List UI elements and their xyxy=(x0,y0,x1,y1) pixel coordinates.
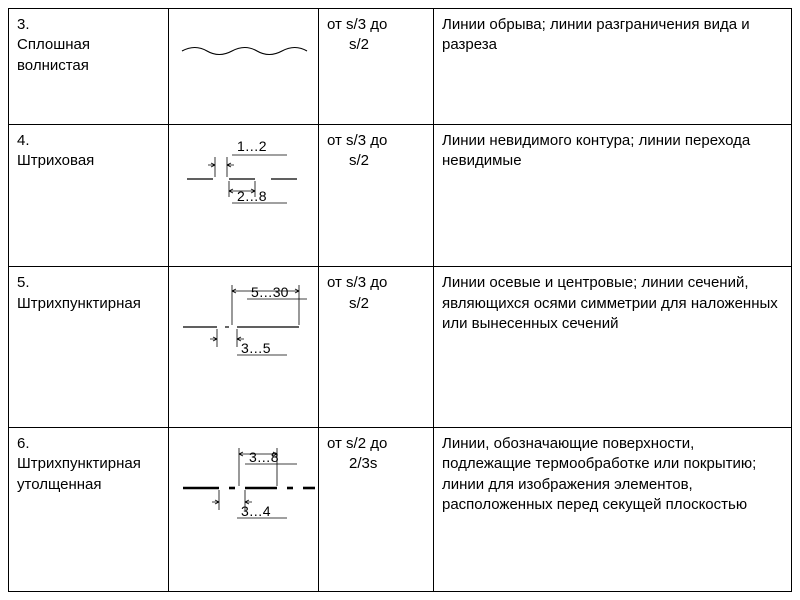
appearance-cell xyxy=(169,9,319,125)
name-cell: 6. Штрихпунктирная утолщенная xyxy=(9,428,169,592)
thickness-text: от s/3 до xyxy=(327,16,387,33)
purpose-text: Линии, обозначающие поверхности, подлежа… xyxy=(442,435,756,513)
thickness-text: от s/3 до xyxy=(327,132,387,149)
thickness-text: от s/2 до xyxy=(327,435,387,452)
purpose-text: Линии невидимого контура; линии перехода… xyxy=(442,132,750,169)
table-row: 3. Сплошная волнистая от s/3 до s/2 Лини… xyxy=(9,9,792,125)
gap-dim-label: 1…2 xyxy=(237,138,267,154)
purpose-cell: Линии, обозначающие поверхности, подлежа… xyxy=(434,428,792,592)
row-number: 5. xyxy=(17,273,160,293)
thickness-text: 2/3s xyxy=(327,454,425,474)
gap-dim-label: 3…4 xyxy=(241,503,271,519)
gap-dim-label: 3…5 xyxy=(241,340,271,356)
name-cell: 3. Сплошная волнистая xyxy=(9,9,169,125)
thickness-cell: от s/3 до s/2 xyxy=(319,124,434,267)
line-type-name: Штрихпунктирная xyxy=(17,454,160,474)
purpose-cell: Линии обрыва; линии разграничения вида и… xyxy=(434,9,792,125)
line-type-name: Штриховая xyxy=(17,151,160,171)
thickness-text: s/2 xyxy=(327,35,425,55)
line-types-table: 3. Сплошная волнистая от s/3 до s/2 Лини… xyxy=(8,8,792,592)
appearance-cell: 1…2 2…8 xyxy=(169,124,319,267)
line-type-name2: утолщенная xyxy=(17,475,160,495)
appearance-cell: 3…8 3…4 xyxy=(169,428,319,592)
thickness-text: от s/3 до xyxy=(327,274,387,291)
wavy-line-icon xyxy=(177,19,317,79)
dash-dim-label: 2…8 xyxy=(237,188,267,204)
table-row: 5. Штрихпунктирная 5…30 xyxy=(9,267,792,428)
row-number: 4. xyxy=(17,131,160,151)
dash-dim-label: 5…30 xyxy=(251,284,289,300)
purpose-text: Линии осевые и центровые; линии сечений,… xyxy=(442,274,778,332)
thickness-cell: от s/2 до 2/3s xyxy=(319,428,434,592)
thickness-text: s/2 xyxy=(327,294,425,314)
thickness-cell: от s/3 до s/2 xyxy=(319,267,434,428)
purpose-cell: Линии осевые и центровые; линии сечений,… xyxy=(434,267,792,428)
thickness-text: s/2 xyxy=(327,151,425,171)
purpose-cell: Линии невидимого контура; линии перехода… xyxy=(434,124,792,267)
row-number: 3. xyxy=(17,15,160,35)
dashed-line-icon: 1…2 2…8 xyxy=(177,135,317,213)
table-row: 6. Штрихпунктирная утолщенная 3…8 xyxy=(9,428,792,592)
thickness-cell: от s/3 до s/2 xyxy=(319,9,434,125)
dash-dot-line-icon: 5…30 3…5 xyxy=(177,277,317,367)
dash-dim-label: 3…8 xyxy=(249,449,279,465)
appearance-cell: 5…30 3…5 xyxy=(169,267,319,428)
dash-dot-thick-line-icon: 3…8 3…4 xyxy=(177,438,317,530)
name-cell: 4. Штриховая xyxy=(9,124,169,267)
name-cell: 5. Штрихпунктирная xyxy=(9,267,169,428)
line-type-name: Штрихпунктирная xyxy=(17,294,160,314)
table-row: 4. Штриховая 1…2 xyxy=(9,124,792,267)
row-number: 6. xyxy=(17,434,160,454)
purpose-text: Линии обрыва; линии разграничения вида и… xyxy=(442,16,750,53)
line-type-name: Сплошная волнистая xyxy=(17,35,160,76)
